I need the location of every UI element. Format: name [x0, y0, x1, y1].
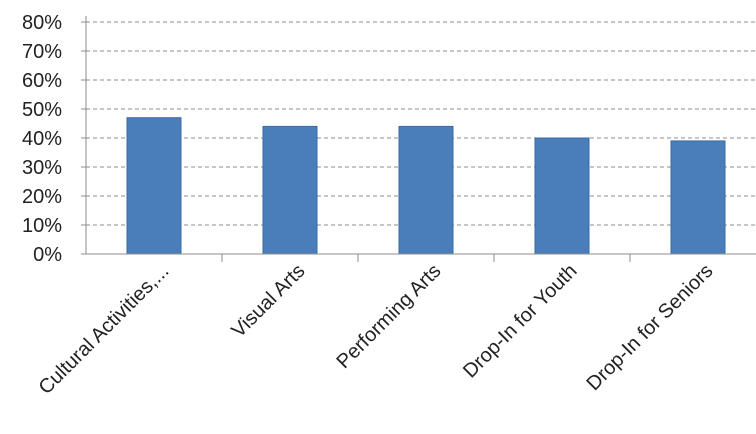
y-tick-label: 20% — [22, 186, 62, 208]
y-tick-label: 50% — [22, 99, 62, 121]
x-category-label: Visual Arts — [227, 260, 309, 342]
y-tick-label: 30% — [22, 157, 62, 179]
y-tick-label: 70% — [22, 41, 62, 63]
bar — [534, 137, 590, 255]
axes — [81, 16, 756, 262]
bar — [670, 140, 726, 255]
y-tick-label: 40% — [22, 128, 62, 150]
y-tick-label: 80% — [22, 12, 62, 34]
x-category-label: Drop-In for Seniors — [583, 260, 718, 395]
y-tick-label: 0% — [33, 244, 62, 266]
x-axis-category-labels: Cultural Activities,... Visual Arts Perfor… — [35, 260, 718, 399]
bar — [126, 117, 182, 255]
x-category-label: Performing Arts — [333, 260, 446, 373]
bar — [398, 125, 454, 255]
bar — [262, 125, 318, 255]
x-category-label: Cultural Activities,... — [35, 260, 174, 399]
y-axis-tick-labels: 0% 10% 20% 30% 40% 50% 60% 70% 80% — [22, 12, 62, 266]
y-tick-label: 10% — [22, 215, 62, 237]
bars — [126, 117, 726, 255]
x-category-label: Drop-In for Youth — [459, 260, 581, 382]
y-tick-label: 60% — [22, 70, 62, 92]
